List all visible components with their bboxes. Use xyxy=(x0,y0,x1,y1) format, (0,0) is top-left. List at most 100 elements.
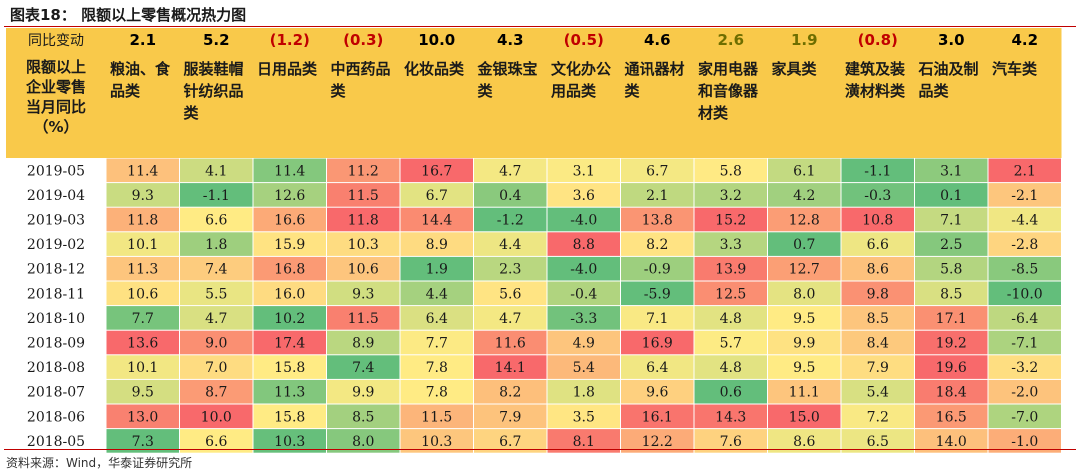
heat-cell xyxy=(106,404,179,429)
cell-value: -0.4 xyxy=(570,286,597,302)
heat-cell xyxy=(180,183,253,207)
cell-value: 8.6 xyxy=(867,262,889,278)
cell-value: 4.4 xyxy=(499,237,521,253)
row-label-bg xyxy=(6,158,106,183)
heat-cell xyxy=(768,306,841,330)
heat-cell xyxy=(915,256,988,281)
heat-cell xyxy=(400,232,473,256)
cell-value: 1.8 xyxy=(573,385,595,401)
heat-cell xyxy=(180,232,253,256)
row-label-bg xyxy=(6,305,106,331)
heat-cell xyxy=(547,256,620,281)
cell-value: 11.2 xyxy=(348,163,379,179)
column-header-line: 品类 xyxy=(110,82,141,100)
heat-cell xyxy=(474,158,547,183)
column-header-line: 中西药品 xyxy=(331,60,391,78)
heat-cell xyxy=(621,158,694,183)
column-header-line: 服装鞋帽 xyxy=(184,60,244,78)
cell-value: 3.2 xyxy=(720,188,742,204)
heat-cell xyxy=(400,306,473,330)
heat-cell xyxy=(253,355,326,379)
cell-value: 16.7 xyxy=(421,163,452,179)
heat-cell xyxy=(841,281,914,306)
column-header-line: 类 xyxy=(184,104,200,122)
column-header-line: 化妆品类 xyxy=(404,60,465,78)
heat-cell xyxy=(106,256,179,281)
column-header-line: 通讯器材 xyxy=(625,60,685,78)
change-value: 4.2 xyxy=(1011,31,1038,49)
cell-value: 10.6 xyxy=(127,286,158,302)
cell-value: 2.3 xyxy=(499,262,521,278)
heat-cell xyxy=(474,207,547,232)
cell-value: 14.0 xyxy=(936,434,967,450)
cell-value: 10.6 xyxy=(348,262,379,278)
cell-value: 7.8 xyxy=(426,360,448,376)
cell-value: -4.4 xyxy=(1011,213,1038,229)
row-label: 2019-05 xyxy=(27,163,85,179)
cell-value: 4.4 xyxy=(426,286,448,302)
heat-cell xyxy=(474,379,547,404)
cell-value: 9.0 xyxy=(205,336,227,352)
heat-cell xyxy=(621,330,694,355)
heat-cell xyxy=(106,306,179,330)
cell-value: -1.0 xyxy=(1011,434,1038,450)
cell-value: 1.8 xyxy=(205,237,227,253)
heat-cell xyxy=(841,158,914,183)
cell-value: 8.9 xyxy=(426,237,448,253)
heat-cell xyxy=(768,281,841,306)
heat-cell xyxy=(915,355,988,379)
heat-cell xyxy=(474,281,547,306)
change-value: 5.2 xyxy=(203,31,230,49)
heat-cell xyxy=(474,404,547,429)
cell-value: 19.6 xyxy=(936,360,967,376)
row-label: 2018-10 xyxy=(27,311,85,327)
corner-label-line: （%） xyxy=(33,118,78,136)
cell-value: 14.4 xyxy=(421,213,452,229)
heat-cell xyxy=(694,281,767,306)
cell-value: 0.1 xyxy=(940,188,962,204)
cell-value: 8.9 xyxy=(352,336,374,352)
cell-value: 7.1 xyxy=(646,311,668,327)
cell-value: 8.0 xyxy=(352,434,374,450)
cell-value: 16.1 xyxy=(642,409,673,425)
cell-value: 13.0 xyxy=(127,409,158,425)
heat-cell xyxy=(621,183,694,207)
cell-value: -10.0 xyxy=(1007,286,1043,302)
column-header-line: 日用品类 xyxy=(257,60,318,78)
change-value: 2.1 xyxy=(129,31,156,49)
heat-cell xyxy=(327,232,400,256)
cell-value: 4.2 xyxy=(793,188,815,204)
cell-value: 1.9 xyxy=(426,262,448,278)
heat-cell xyxy=(474,232,547,256)
cell-value: 9.5 xyxy=(793,311,815,327)
cell-value: 15.8 xyxy=(274,409,305,425)
change-value: 4.6 xyxy=(644,31,671,49)
cell-value: 11.8 xyxy=(127,213,158,229)
heat-cell xyxy=(841,330,914,355)
column-header-line: 材类 xyxy=(698,104,729,122)
heat-cell xyxy=(768,183,841,207)
column-header-line: 用品类 xyxy=(551,82,597,100)
column-header-line: 类 xyxy=(331,82,347,100)
heat-cell xyxy=(841,306,914,330)
cell-value: 11.3 xyxy=(127,262,158,278)
cell-value: 19.2 xyxy=(936,336,967,352)
heat-cell xyxy=(474,256,547,281)
row-label-bg xyxy=(6,281,106,306)
row-label-bg xyxy=(6,182,106,208)
heat-cell xyxy=(841,429,914,453)
cell-value: 9.9 xyxy=(793,336,815,352)
cell-value: -3.3 xyxy=(570,311,597,327)
cell-value: 4.8 xyxy=(720,311,742,327)
heat-cell xyxy=(988,379,1061,404)
cell-value: -7.1 xyxy=(1011,336,1038,352)
heat-cell xyxy=(253,306,326,330)
row-label-bg xyxy=(6,354,106,380)
cell-value: 6.6 xyxy=(205,213,227,229)
cell-value: 9.8 xyxy=(867,286,889,302)
heat-cell xyxy=(180,207,253,232)
cell-value: 4.7 xyxy=(499,311,521,327)
cell-value: 13.6 xyxy=(127,336,158,352)
heat-cell xyxy=(547,404,620,429)
heat-cell xyxy=(327,306,400,330)
